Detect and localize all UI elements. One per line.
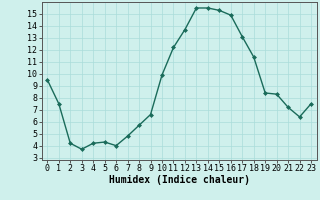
X-axis label: Humidex (Indice chaleur): Humidex (Indice chaleur) xyxy=(109,175,250,185)
